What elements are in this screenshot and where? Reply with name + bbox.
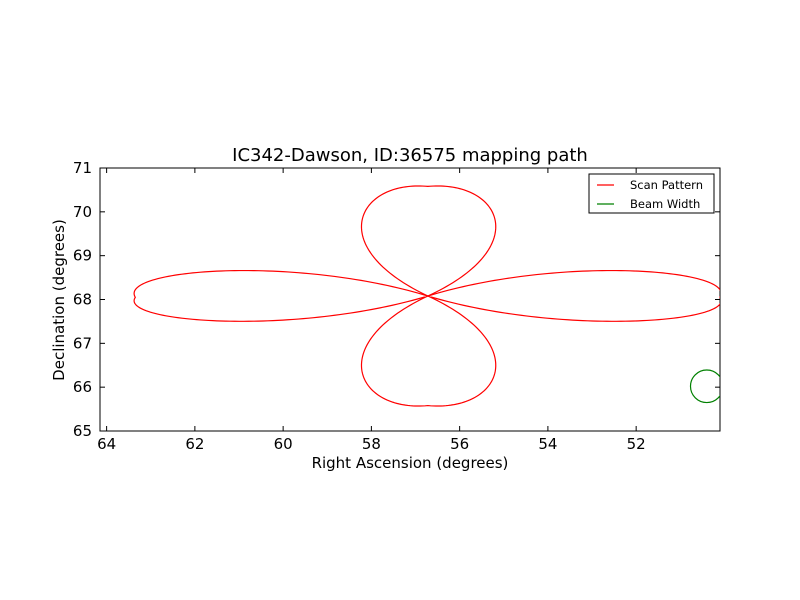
x-tick-label: 52 [627, 435, 646, 453]
scan-pattern-petal-left [133, 269, 429, 322]
y-axis-label: Declination (degrees) [50, 219, 68, 381]
legend-label-scan-pattern: Scan Pattern [630, 178, 703, 192]
scan-pattern-petal-up [360, 185, 497, 297]
y-tick-label: 69 [73, 247, 92, 265]
chart-title: IC342-Dawson, ID:36575 mapping path [232, 145, 588, 166]
y-tick-label: 70 [73, 203, 92, 221]
y-tick-label: 67 [73, 334, 92, 352]
x-tick-label: 58 [362, 435, 381, 453]
y-tick-label: 66 [73, 378, 92, 396]
y-tick-label: 71 [73, 159, 92, 177]
y-tick-label: 65 [73, 422, 92, 440]
x-tick-label: 62 [185, 435, 204, 453]
x-tick-label: 54 [538, 435, 557, 453]
series-layer [133, 185, 720, 407]
scan-pattern-petal-right [427, 269, 720, 322]
x-axis-ticks: 64 62 60 58 56 54 52 [97, 168, 646, 453]
x-tick-label: 60 [274, 435, 293, 453]
x-tick-label: 64 [97, 435, 116, 453]
y-axis-ticks: 65 66 67 68 69 70 71 [73, 159, 720, 440]
x-axis-label: Right Ascension (degrees) [312, 454, 509, 472]
x-tick-label: 56 [450, 435, 469, 453]
scan-pattern-petal-down [360, 295, 497, 407]
y-tick-label: 68 [73, 291, 92, 309]
legend-box [588, 173, 715, 214]
beam-width-circle [689, 369, 720, 404]
plot-area: 64 62 60 58 56 54 52 65 66 67 68 69 70 71 [73, 159, 721, 453]
legend: Scan Pattern Beam Width [588, 173, 715, 214]
legend-label-beam-width: Beam Width [630, 197, 700, 211]
